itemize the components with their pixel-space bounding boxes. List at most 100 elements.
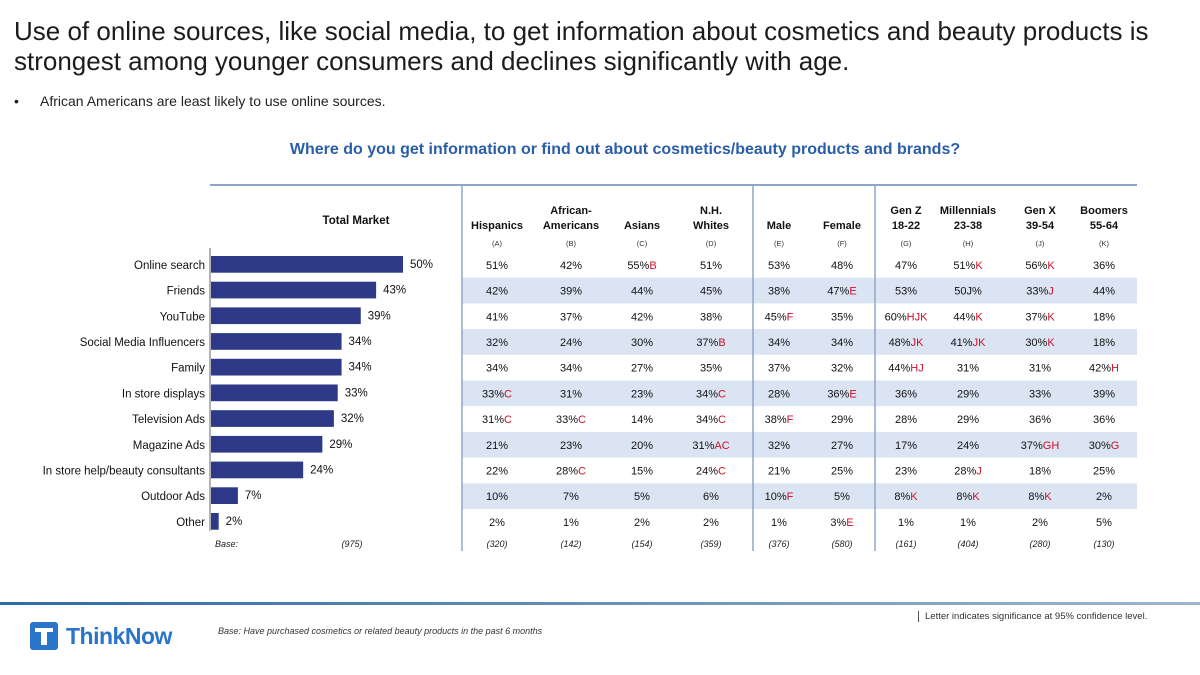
table-cell: 47%E [827,286,856,298]
table-cell: 50J% [954,286,982,298]
bar-value-label: 34% [349,362,372,374]
column-header-line2: Male [767,220,791,232]
table-cell: 38% [700,311,722,323]
bar [211,333,342,350]
bar-value-label: 39% [368,310,391,322]
category-label: In store displays [122,388,205,400]
base-count: (280) [1029,539,1050,549]
table-cell: 2% [489,517,505,529]
column-code: (H) [963,239,974,248]
bar [211,358,342,376]
table-cell: 10% [486,491,508,503]
table-cell: 55%B [627,260,656,272]
table-cell: 51% [486,260,508,272]
column-header-line1: Gen Z [890,205,921,217]
base-label: Base: [215,539,239,549]
category-label: Friends [167,286,206,298]
table-cell: 8%K [894,491,918,503]
table-cell: 34%C [696,388,726,400]
bar-value-label: 32% [341,413,364,425]
category-label: Other [176,517,205,529]
column-header-line2: Whites [693,220,729,232]
table-cell: 44%HJ [888,363,923,375]
bar [211,384,338,402]
table-cell: 31%AC [692,440,729,452]
column-code: (F) [837,239,847,248]
column-code: (K) [1099,239,1110,248]
table-cell: 18% [1093,337,1115,349]
chart-question: Where do you get information or find out… [289,141,961,158]
table-cell: 32% [768,440,790,452]
table-cell: 34% [768,337,790,349]
table-cell: 39% [1093,388,1115,400]
table-cell: 37%GH [1021,440,1060,452]
thinknow-logo: ThinkNow [30,622,172,650]
table-cell: 1% [563,517,579,529]
table-cell: 17% [895,440,917,452]
table-cell: 34% [486,363,508,375]
bar-value-label: 7% [245,490,262,502]
base-count: (130) [1093,539,1114,549]
base-count: (376) [768,539,789,549]
base-count: (580) [831,539,852,549]
table-cell: 44% [1093,286,1115,298]
table-cell: 2% [634,517,650,529]
table-cell: 30%G [1089,440,1120,452]
base-note: Base: Have purchased cosmetics or relate… [218,626,543,636]
table-cell: 37%K [1025,311,1055,323]
table-cell: 8%K [1028,491,1052,503]
column-header-line1: Boomers [1080,205,1128,217]
bar [211,461,304,479]
column-header-line2: 55-64 [1090,220,1119,232]
table-cell: 23% [895,465,917,477]
category-label: Family [171,363,205,375]
column-header-line1: African- [550,205,592,217]
bar [211,410,334,427]
column-code: (J) [1036,239,1045,248]
table-cell: 33%J [1026,286,1054,298]
table-cell: 34% [560,363,582,375]
base-count: (142) [560,539,581,549]
bullet-note: • African Americans are least likely to u… [14,93,386,109]
table-cell: 25% [1093,465,1115,477]
column-header-line2: Female [823,220,861,232]
base-count: (154) [631,539,652,549]
table-cell: 38% [768,286,790,298]
table-cell: 32% [486,337,508,349]
column-header-line1: N.H. [700,205,722,217]
table-cell: 7% [563,491,579,503]
table-cell: 51%K [953,260,983,272]
column-code: (A) [492,239,503,248]
headline: Use of online sources, like social media… [14,16,1149,76]
table-cell: 31% [560,388,582,400]
column-code: (E) [774,239,785,248]
table-cell: 2% [1096,491,1112,503]
table-cell: 1% [960,517,976,529]
table-cell: 6% [703,491,719,503]
category-label: Television Ads [132,414,205,426]
table-cell: 8%K [956,491,980,503]
table-cell: 31% [957,363,979,375]
row-band [462,431,1137,458]
table-cell: 35% [831,311,853,323]
footer-divider [0,602,1200,605]
table-cell: 51% [700,260,722,272]
column-header-line2: Asians [624,220,660,232]
table-cell: 27% [831,440,853,452]
table-cell: 36% [1029,414,1051,426]
category-label: Magazine Ads [133,440,205,452]
table-cell: 33%C [482,388,512,400]
table-cell: 42% [631,311,653,323]
table-cell: 2% [1032,517,1048,529]
bar [211,513,219,530]
table-cell: 45%F [765,311,794,323]
category-label: Online search [134,260,205,272]
table-cell: 48% [831,260,853,272]
column-header-line2: 23-38 [954,220,982,232]
table-cell: 30% [631,337,653,349]
bar [211,435,323,453]
table-cell: 41% [486,311,508,323]
column-header-line2: Hispanics [471,220,523,232]
logo-mark-icon [30,622,58,650]
bar-value-label: 34% [349,336,372,348]
